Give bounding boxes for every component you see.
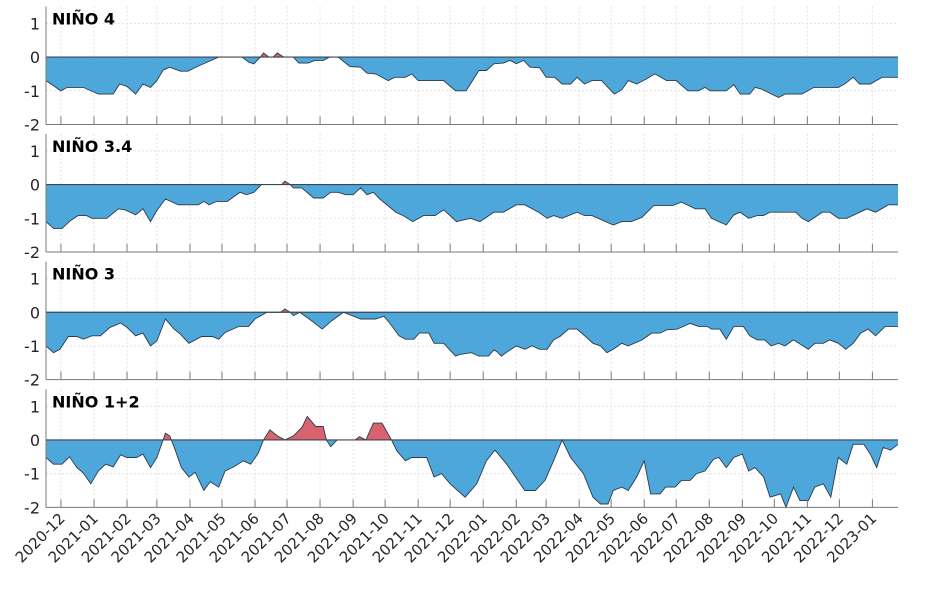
y-tick-label: 1 [30, 270, 40, 289]
y-tick-label: -2 [24, 498, 40, 517]
y-tick-label: -1 [24, 465, 40, 484]
y-tick-label: -2 [24, 371, 40, 390]
y-tick-label: 0 [30, 431, 40, 450]
negative-anomaly-area [46, 312, 898, 357]
y-tick-label: -1 [24, 82, 40, 101]
y-tick-label: 0 [30, 48, 40, 67]
y-tick-label: -1 [24, 337, 40, 356]
index-line [45, 52, 898, 99]
panel-title: NIÑO 3.4 [52, 137, 132, 156]
panel-title: NIÑO 4 [52, 10, 115, 29]
panel-title: NIÑO 3 [52, 265, 115, 284]
y-tick-label: 1 [30, 397, 40, 416]
negative-anomaly-area [46, 184, 898, 229]
panel-title: NIÑO 1+2 [52, 392, 140, 411]
y-tick-label: -2 [24, 243, 40, 262]
positive-anomaly-area [260, 53, 284, 58]
y-tick-label: 0 [30, 303, 40, 322]
y-tick-label: 1 [30, 14, 40, 33]
y-tick-label: 0 [30, 176, 40, 195]
y-tick-label: -2 [24, 115, 40, 134]
negative-anomaly-area [46, 57, 898, 98]
index-line [45, 308, 898, 357]
index-line [45, 180, 898, 229]
index-line [45, 415, 899, 509]
negative-anomaly-area [46, 439, 898, 508]
y-tick-label: -1 [24, 209, 40, 228]
y-tick-label: 1 [30, 142, 40, 161]
